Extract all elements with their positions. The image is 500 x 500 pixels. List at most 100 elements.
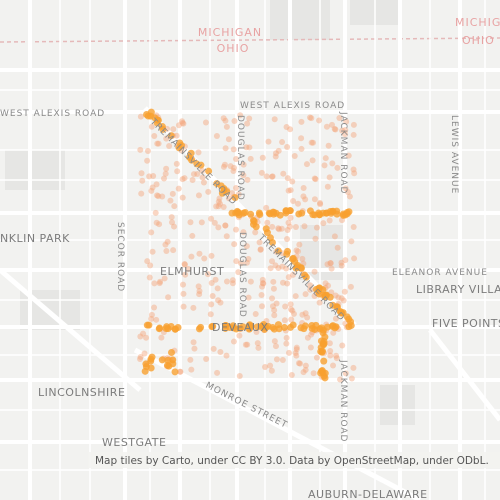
point: [222, 117, 229, 124]
point: [243, 144, 250, 151]
street-label: JACKMAN ROAD: [338, 111, 348, 194]
point: [328, 322, 336, 330]
point: [147, 262, 154, 269]
point: [351, 170, 358, 177]
point: [259, 276, 266, 283]
point: [222, 145, 229, 152]
point: [217, 299, 224, 306]
point: [246, 144, 253, 151]
place-label: AUBURN-DELAWARE: [308, 488, 428, 500]
point: [269, 223, 276, 230]
point: [261, 323, 269, 331]
point: [264, 219, 271, 226]
point: [285, 187, 292, 194]
point: [258, 303, 265, 310]
point: [309, 157, 316, 164]
point: [185, 266, 192, 273]
point: [301, 223, 308, 230]
point: [292, 350, 299, 357]
point: [238, 260, 245, 267]
point: [243, 243, 250, 250]
point: [259, 280, 266, 287]
point: [310, 139, 317, 146]
point: [310, 370, 317, 377]
point: [292, 293, 299, 300]
point: [308, 115, 315, 122]
point: [245, 294, 252, 301]
point: [286, 223, 293, 230]
point: [300, 193, 307, 200]
point: [338, 295, 345, 302]
point: [323, 123, 330, 130]
point: [284, 235, 291, 242]
point: [156, 280, 163, 287]
point: [215, 198, 222, 205]
point: [272, 343, 279, 350]
point: [169, 219, 176, 226]
point: [231, 164, 238, 171]
point: [231, 117, 238, 124]
point: [148, 187, 155, 194]
point: [208, 252, 215, 259]
point: [295, 210, 303, 218]
point: [331, 125, 338, 132]
point: [271, 116, 278, 123]
place-label: NKLIN PARK: [0, 232, 70, 245]
point: [141, 350, 148, 357]
point: [247, 278, 254, 285]
point: [175, 185, 182, 192]
point: [170, 247, 177, 254]
point: [302, 291, 309, 298]
point: [338, 309, 346, 317]
point: [209, 292, 216, 299]
point: [220, 204, 227, 211]
point: [273, 300, 280, 307]
state-label: OHIO: [462, 34, 495, 47]
point: [254, 340, 261, 347]
point: [302, 273, 310, 281]
point: [231, 194, 239, 202]
point: [300, 325, 308, 333]
point: [138, 170, 145, 177]
point: [155, 140, 162, 147]
point: [190, 339, 197, 346]
point: [287, 301, 294, 308]
point: [332, 292, 339, 299]
point: [232, 185, 239, 192]
point: [290, 197, 297, 204]
point: [284, 175, 291, 182]
point: [182, 271, 189, 278]
point: [269, 173, 276, 180]
point: [214, 369, 221, 376]
state-label: OHIO: [217, 42, 250, 55]
point: [154, 192, 161, 199]
point: [220, 115, 227, 122]
point: [285, 349, 292, 356]
point: [267, 265, 274, 272]
attribution-bg: [88, 452, 500, 468]
point: [326, 293, 334, 301]
place-label: WESTGATE: [102, 436, 166, 449]
point: [302, 310, 309, 317]
point: [342, 370, 349, 377]
point: [282, 209, 290, 217]
point: [171, 325, 179, 333]
point: [233, 156, 240, 163]
point: [239, 323, 247, 331]
point: [343, 210, 351, 218]
point: [298, 118, 305, 125]
point: [243, 259, 250, 266]
point: [232, 209, 240, 217]
state-label: MICHIGAN: [455, 16, 500, 29]
point: [311, 268, 318, 275]
point: [343, 118, 350, 125]
point: [267, 362, 274, 369]
point: [220, 163, 227, 170]
point: [193, 160, 201, 168]
point: [137, 333, 144, 340]
point: [142, 360, 150, 368]
point: [279, 356, 286, 363]
point: [187, 149, 195, 157]
point: [208, 215, 215, 222]
point: [348, 375, 355, 382]
